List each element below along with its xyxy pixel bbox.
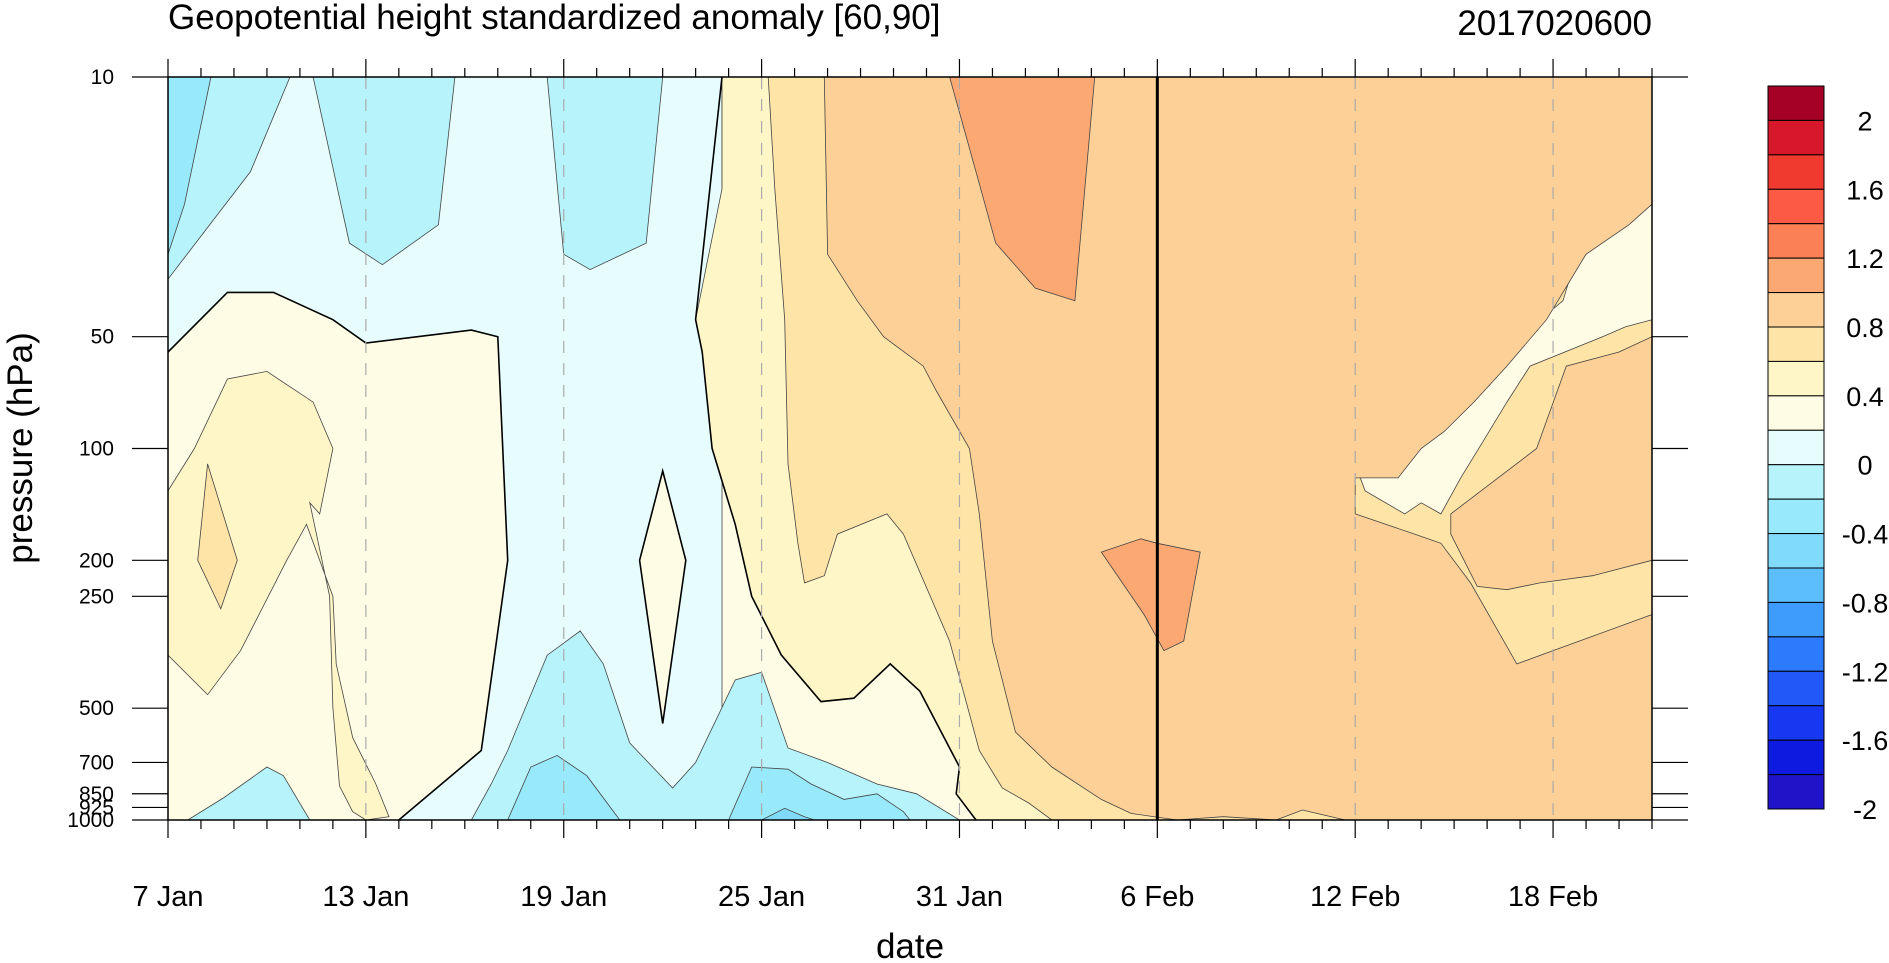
colorbar-box-14 <box>1767 567 1825 603</box>
zero-contour-0 <box>168 291 509 820</box>
x-tick-label-6: 12 Feb <box>1310 881 1400 913</box>
colorbar-box-18 <box>1767 705 1825 741</box>
colorbar-box-2 <box>1767 154 1825 190</box>
contour-region-11 <box>187 766 311 820</box>
colorbar-box-6 <box>1767 292 1825 328</box>
contour-region-5 <box>546 77 664 271</box>
y-tick-label-5: 500 <box>79 697 114 720</box>
colorbar-label-2: 1.2 <box>1846 244 1884 274</box>
x-tick-label-3: 25 Jan <box>718 881 805 913</box>
colorbar-box-8 <box>1767 360 1825 397</box>
colorbar-box-3 <box>1767 188 1825 225</box>
zero-contour-1 <box>694 77 977 820</box>
x-tick-label-0: 7 Jan <box>133 881 204 913</box>
colorbar-label-1: 1.6 <box>1846 175 1884 205</box>
y-tick-label-9: 1000 <box>67 809 114 832</box>
x-tick-label-2: 19 Jan <box>520 881 607 913</box>
chart-title: Geopotential height standardized anomaly… <box>168 0 940 37</box>
contour-fills <box>168 77 1652 820</box>
colorbar-label-4: 0.4 <box>1846 382 1884 412</box>
colorbar-box-13 <box>1767 533 1825 569</box>
colorbar-box-12 <box>1767 498 1825 535</box>
y-tick-label-0: 10 <box>91 66 114 89</box>
colorbar-label-9: -1.6 <box>1842 726 1889 756</box>
y-tick-label-8: 925 <box>79 796 114 819</box>
contour-region-3 <box>168 77 212 255</box>
contour-region-4 <box>312 77 456 266</box>
contour-region-13 <box>197 463 238 610</box>
colorbar-box-10 <box>1767 429 1825 466</box>
x-tick-label-4: 31 Jan <box>916 881 1003 913</box>
colorbar-box-15 <box>1767 601 1825 638</box>
x-tick-label-5: 6 Feb <box>1120 881 1194 913</box>
colorbar-label-6: -0.4 <box>1842 520 1889 550</box>
colorbar-box-19 <box>1767 739 1825 776</box>
colorbar-box-20 <box>1767 774 1825 810</box>
contour-region-19 <box>1450 336 1652 591</box>
y-tick-label-4: 250 <box>79 585 114 608</box>
colorbar-label-0: 2 <box>1857 106 1872 136</box>
zero-contour-2 <box>638 467 687 724</box>
x-axis-label: date <box>876 927 944 963</box>
colorbar-label-10: -2 <box>1853 795 1877 825</box>
contour-region-20 <box>949 77 1096 302</box>
y-axis-label: pressure (hPa) <box>1 332 40 563</box>
colorbar-box-1 <box>1767 119 1825 156</box>
colorbar-box-0 <box>1767 85 1825 121</box>
colorbar-label-8: -1.2 <box>1842 657 1889 687</box>
colorbar-label-5: 0 <box>1857 451 1872 481</box>
colorbar: 2 1.6 1.2 0.8 0.4 0 -0.4 -0.8 -1.2 -1.6 -2 <box>1767 85 1889 825</box>
colorbar-box-4 <box>1767 223 1825 259</box>
contour-region-12 <box>168 370 390 820</box>
y-tick-label-1: 50 <box>91 326 114 349</box>
colorbar-box-17 <box>1767 670 1825 707</box>
y-tick-label-6: 700 <box>79 751 114 774</box>
colorbar-box-9 <box>1767 395 1825 431</box>
contour-lines <box>168 77 977 820</box>
y-tick-label-7: 850 <box>79 783 114 806</box>
x-tick-label-1: 13 Jan <box>322 881 409 913</box>
colorbar-box-16 <box>1767 636 1825 672</box>
contour-region-21 <box>1100 538 1201 652</box>
contour-region-7 <box>470 630 961 820</box>
contour-region-10 <box>761 807 815 820</box>
contour-region-9 <box>728 766 911 820</box>
chart-timestamp: 2017020600 <box>1457 4 1652 43</box>
colorbar-box-11 <box>1767 464 1825 500</box>
y-tick-label-2: 100 <box>79 438 114 461</box>
x-tick-label-7: 18 Feb <box>1508 881 1598 913</box>
colorbar-box-5 <box>1767 257 1825 294</box>
x-axis-ticks: 7 Jan 13 Jan 19 Jan 25 Jan 31 Jan 6 Feb 12 Feb… <box>133 59 1653 913</box>
colorbar-label-7: -0.8 <box>1842 588 1889 618</box>
colorbar-box-7 <box>1767 326 1825 362</box>
y-tick-label-3: 200 <box>79 549 114 572</box>
colorbar-label-3: 0.8 <box>1846 313 1884 343</box>
